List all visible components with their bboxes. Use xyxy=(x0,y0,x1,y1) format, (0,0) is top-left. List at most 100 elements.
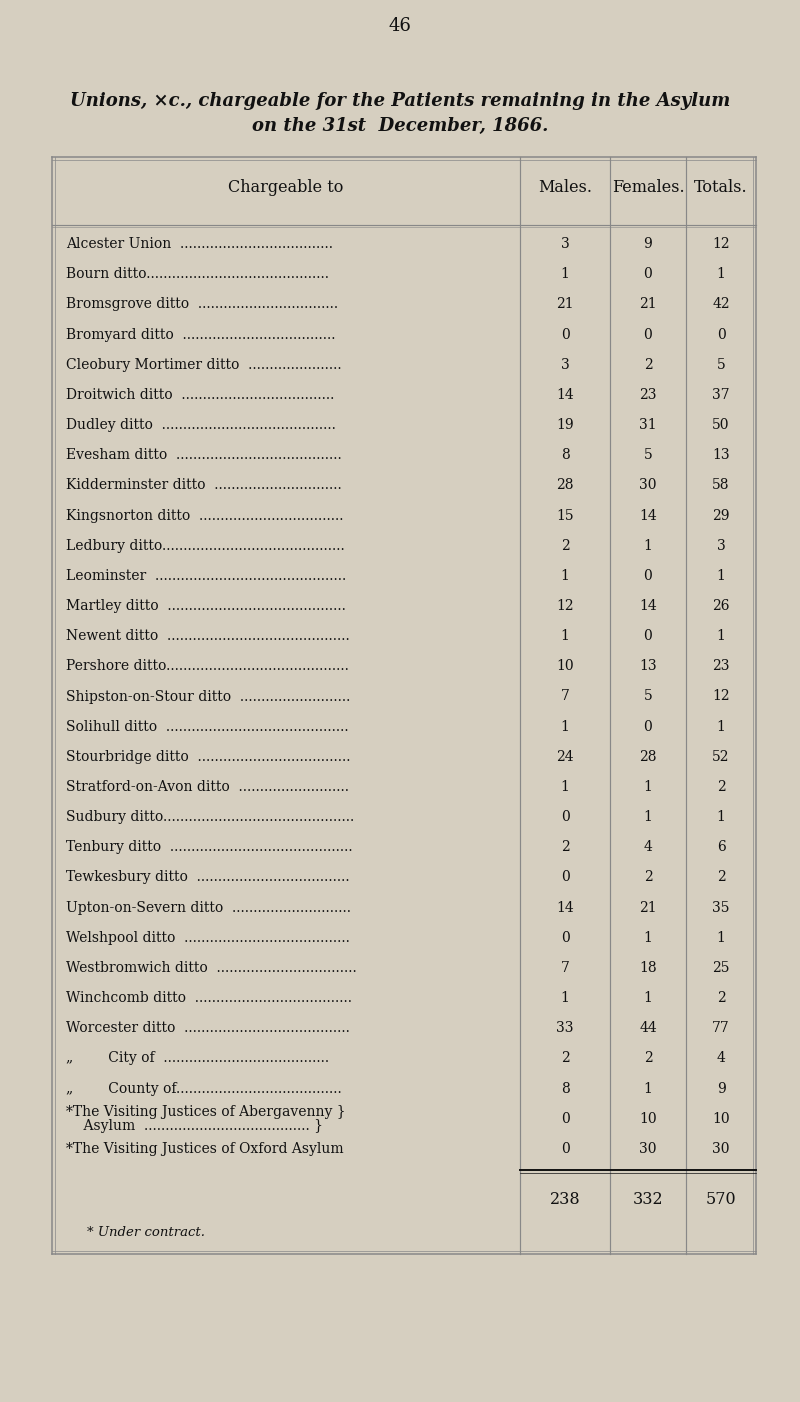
Text: Stratford-on-Avon ditto  ..........................: Stratford-on-Avon ditto ................… xyxy=(66,780,349,794)
Text: 18: 18 xyxy=(639,960,657,974)
Text: 31: 31 xyxy=(639,418,657,432)
Text: 29: 29 xyxy=(712,509,730,523)
Text: 15: 15 xyxy=(556,509,574,523)
Text: 1: 1 xyxy=(717,268,726,282)
Text: 0: 0 xyxy=(644,328,652,342)
Text: 0: 0 xyxy=(644,629,652,644)
Text: 3: 3 xyxy=(561,358,570,372)
Text: Dudley ditto  .........................................: Dudley ditto ...........................… xyxy=(66,418,336,432)
Text: Pershore ditto...........................................: Pershore ditto..........................… xyxy=(66,659,349,673)
Text: 2: 2 xyxy=(644,871,652,885)
Text: 14: 14 xyxy=(556,388,574,402)
Text: 50: 50 xyxy=(712,418,730,432)
Text: 1: 1 xyxy=(561,991,570,1005)
Text: 37: 37 xyxy=(712,388,730,402)
Text: 1: 1 xyxy=(717,719,726,733)
Text: Alcester Union  ....................................: Alcester Union .........................… xyxy=(66,237,333,251)
Text: Totals.: Totals. xyxy=(694,178,748,195)
Text: 14: 14 xyxy=(639,599,657,613)
Text: 58: 58 xyxy=(712,478,730,492)
Text: 0: 0 xyxy=(561,871,570,885)
Text: 2: 2 xyxy=(561,1052,570,1066)
Text: 14: 14 xyxy=(639,509,657,523)
Text: 46: 46 xyxy=(389,17,411,35)
Text: 0: 0 xyxy=(561,1141,570,1155)
Text: Stourbridge ditto  ....................................: Stourbridge ditto ......................… xyxy=(66,750,350,764)
Text: Solihull ditto  ...........................................: Solihull ditto .........................… xyxy=(66,719,349,733)
Text: 0: 0 xyxy=(644,268,652,282)
Text: 2: 2 xyxy=(717,991,726,1005)
Text: 1: 1 xyxy=(643,1081,653,1095)
Text: 1: 1 xyxy=(643,538,653,552)
Text: 6: 6 xyxy=(717,840,726,854)
Text: 0: 0 xyxy=(561,931,570,945)
Text: 26: 26 xyxy=(712,599,730,613)
Text: 0: 0 xyxy=(717,328,726,342)
Text: 33: 33 xyxy=(556,1021,574,1035)
Text: 12: 12 xyxy=(712,690,730,704)
Text: 8: 8 xyxy=(561,1081,570,1095)
Text: 19: 19 xyxy=(556,418,574,432)
Text: 23: 23 xyxy=(712,659,730,673)
Text: Welshpool ditto  .......................................: Welshpool ditto ........................… xyxy=(66,931,350,945)
Text: 44: 44 xyxy=(639,1021,657,1035)
Text: 1: 1 xyxy=(643,810,653,824)
Text: 21: 21 xyxy=(639,900,657,914)
Text: Droitwich ditto  ....................................: Droitwich ditto ........................… xyxy=(66,388,334,402)
Text: 10: 10 xyxy=(639,1112,657,1126)
Text: * Under contract.: * Under contract. xyxy=(87,1225,205,1238)
Text: 1: 1 xyxy=(717,810,726,824)
Text: Kidderminster ditto  ..............................: Kidderminster ditto ....................… xyxy=(66,478,342,492)
Text: „        County of.......................................: „ County of.............................… xyxy=(66,1081,342,1095)
Text: 1: 1 xyxy=(561,780,570,794)
Text: Tenbury ditto  ...........................................: Tenbury ditto ..........................… xyxy=(66,840,353,854)
Text: 0: 0 xyxy=(561,810,570,824)
Text: 30: 30 xyxy=(639,478,657,492)
Text: 2: 2 xyxy=(717,871,726,885)
Text: 35: 35 xyxy=(712,900,730,914)
Text: 30: 30 xyxy=(712,1141,730,1155)
Text: 14: 14 xyxy=(556,900,574,914)
Text: 1: 1 xyxy=(561,569,570,583)
Text: Shipston-on-Stour ditto  ..........................: Shipston-on-Stour ditto ................… xyxy=(66,690,350,704)
Text: Ledbury ditto...........................................: Ledbury ditto...........................… xyxy=(66,538,345,552)
Text: 1: 1 xyxy=(717,629,726,644)
Text: 238: 238 xyxy=(550,1190,580,1207)
Text: 570: 570 xyxy=(706,1190,736,1207)
Text: 23: 23 xyxy=(639,388,657,402)
Text: Bromyard ditto  ....................................: Bromyard ditto .........................… xyxy=(66,328,335,342)
Text: 12: 12 xyxy=(556,599,574,613)
Text: 9: 9 xyxy=(644,237,652,251)
Text: Chargeable to: Chargeable to xyxy=(228,178,344,195)
Text: 1: 1 xyxy=(643,931,653,945)
Text: 28: 28 xyxy=(556,478,574,492)
Text: Newent ditto  ...........................................: Newent ditto ...........................… xyxy=(66,629,350,644)
Text: Winchcomb ditto  .....................................: Winchcomb ditto ........................… xyxy=(66,991,352,1005)
Text: 5: 5 xyxy=(717,358,726,372)
Text: 42: 42 xyxy=(712,297,730,311)
Text: Worcester ditto  .......................................: Worcester ditto ........................… xyxy=(66,1021,350,1035)
Text: on the 31st  December, 1866.: on the 31st December, 1866. xyxy=(252,116,548,135)
Text: Leominster  .............................................: Leominster .............................… xyxy=(66,569,346,583)
Text: 12: 12 xyxy=(712,237,730,251)
Text: 4: 4 xyxy=(717,1052,726,1066)
Text: Kingsnorton ditto  ..................................: Kingsnorton ditto ......................… xyxy=(66,509,343,523)
Text: Martley ditto  ..........................................: Martley ditto ..........................… xyxy=(66,599,346,613)
Text: Upton-on-Severn ditto  ............................: Upton-on-Severn ditto ..................… xyxy=(66,900,351,914)
Text: Bourn ditto...........................................: Bourn ditto.............................… xyxy=(66,268,329,282)
Text: 21: 21 xyxy=(639,297,657,311)
Text: 13: 13 xyxy=(639,659,657,673)
Text: Tewkesbury ditto  ....................................: Tewkesbury ditto .......................… xyxy=(66,871,350,885)
Text: 1: 1 xyxy=(717,931,726,945)
Text: 77: 77 xyxy=(712,1021,730,1035)
Text: Males.: Males. xyxy=(538,178,592,195)
Text: 1: 1 xyxy=(561,268,570,282)
Text: 2: 2 xyxy=(717,780,726,794)
Text: Bromsgrove ditto  .................................: Bromsgrove ditto .......................… xyxy=(66,297,338,311)
Text: 2: 2 xyxy=(561,840,570,854)
Text: 21: 21 xyxy=(556,297,574,311)
Text: 0: 0 xyxy=(644,719,652,733)
Text: 3: 3 xyxy=(561,237,570,251)
Text: 0: 0 xyxy=(644,569,652,583)
Text: 0: 0 xyxy=(561,328,570,342)
